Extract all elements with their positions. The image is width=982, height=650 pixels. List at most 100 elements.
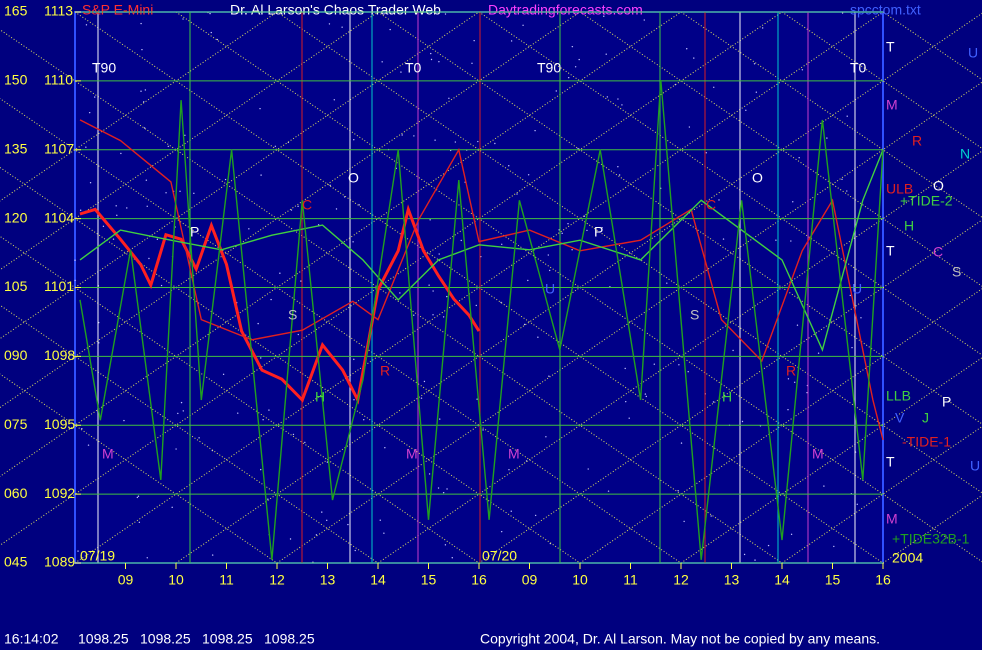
- marker: C: [302, 197, 312, 213]
- status-quote: 1098.25: [264, 631, 315, 647]
- star: [401, 134, 403, 136]
- chart-title: Dr. Al Larson's Chaos Trader Web: [230, 2, 441, 18]
- status-quote: 1098.25: [78, 631, 129, 647]
- star: [856, 503, 858, 505]
- side-label: M: [886, 511, 898, 527]
- x-tick-label: 11: [219, 572, 234, 588]
- star: [326, 519, 328, 522]
- star: [292, 433, 295, 436]
- star: [755, 91, 758, 93]
- star: [527, 279, 529, 282]
- star: [601, 226, 603, 229]
- star: [787, 378, 790, 380]
- side-label: C: [933, 244, 943, 260]
- star: [578, 58, 580, 61]
- star: [688, 126, 691, 128]
- star: [381, 61, 383, 63]
- star: [210, 31, 212, 34]
- y2-tick-label: 075: [4, 416, 28, 432]
- star: [617, 166, 619, 168]
- star: [680, 442, 683, 444]
- star: [571, 249, 573, 251]
- cycle-line: [0, 29, 783, 564]
- side-label: LLB: [886, 388, 911, 404]
- y2-tick-label: 060: [4, 485, 28, 501]
- star: [833, 545, 835, 548]
- star: [274, 145, 277, 147]
- star: [743, 553, 746, 556]
- x-tick-label: 09: [522, 572, 538, 588]
- star: [705, 152, 708, 154]
- star: [428, 473, 431, 475]
- star: [548, 269, 551, 272]
- star: [399, 292, 401, 294]
- star: [561, 232, 563, 235]
- star: [87, 444, 90, 446]
- star: [823, 485, 825, 487]
- star: [430, 52, 432, 55]
- cycle-line: [276, 11, 982, 494]
- star: [522, 24, 524, 26]
- marker: H: [315, 389, 325, 405]
- star: [216, 38, 219, 41]
- star: [209, 12, 211, 15]
- x-tick-label: 10: [168, 572, 184, 588]
- y2-tick-label: 150: [4, 72, 28, 88]
- star: [438, 60, 440, 63]
- star: [444, 13, 447, 15]
- marker: O: [752, 170, 763, 186]
- star: [89, 181, 92, 184]
- star: [514, 556, 517, 559]
- star: [574, 66, 577, 68]
- star: [645, 395, 648, 398]
- star: [74, 279, 76, 282]
- series-line: [79, 204, 481, 405]
- star: [428, 284, 430, 286]
- star: [156, 238, 159, 241]
- star: [438, 253, 440, 255]
- star: [88, 111, 91, 114]
- star: [494, 142, 496, 145]
- star: [290, 209, 293, 211]
- star: [534, 514, 537, 517]
- y2-tick-label: 045: [4, 554, 28, 570]
- star: [446, 295, 448, 298]
- star: [534, 129, 536, 132]
- star: [826, 137, 828, 139]
- star: [116, 214, 118, 217]
- date-label: 07/20: [482, 548, 517, 564]
- side-label: O: [933, 178, 944, 194]
- star: [182, 18, 184, 20]
- side-label: T: [886, 454, 895, 470]
- star: [224, 178, 227, 181]
- star: [136, 496, 139, 499]
- star: [567, 76, 570, 79]
- star: [587, 468, 589, 470]
- star: [508, 469, 510, 471]
- star: [586, 229, 588, 232]
- cycle-line: [377, 150, 982, 564]
- star: [451, 557, 453, 559]
- star: [846, 190, 848, 192]
- cycle-line: [377, 11, 982, 425]
- star: [140, 22, 142, 25]
- y-tick-label: 1098: [44, 347, 75, 363]
- side-label: ULB: [886, 181, 913, 197]
- star: [678, 364, 680, 366]
- star: [693, 57, 695, 59]
- star: [754, 559, 756, 561]
- cycle-line: [478, 219, 982, 564]
- cycle-line: [680, 357, 982, 564]
- star: [429, 219, 431, 221]
- star: [476, 398, 478, 400]
- star: [141, 48, 143, 51]
- series-line: [79, 79, 884, 560]
- star: [289, 538, 292, 540]
- x-tick-label: 12: [673, 572, 689, 588]
- cycle-line: [276, 81, 982, 564]
- side-label: N: [960, 146, 970, 162]
- star: [624, 367, 626, 370]
- star: [420, 397, 423, 399]
- marker: P: [190, 224, 199, 240]
- star: [304, 441, 306, 444]
